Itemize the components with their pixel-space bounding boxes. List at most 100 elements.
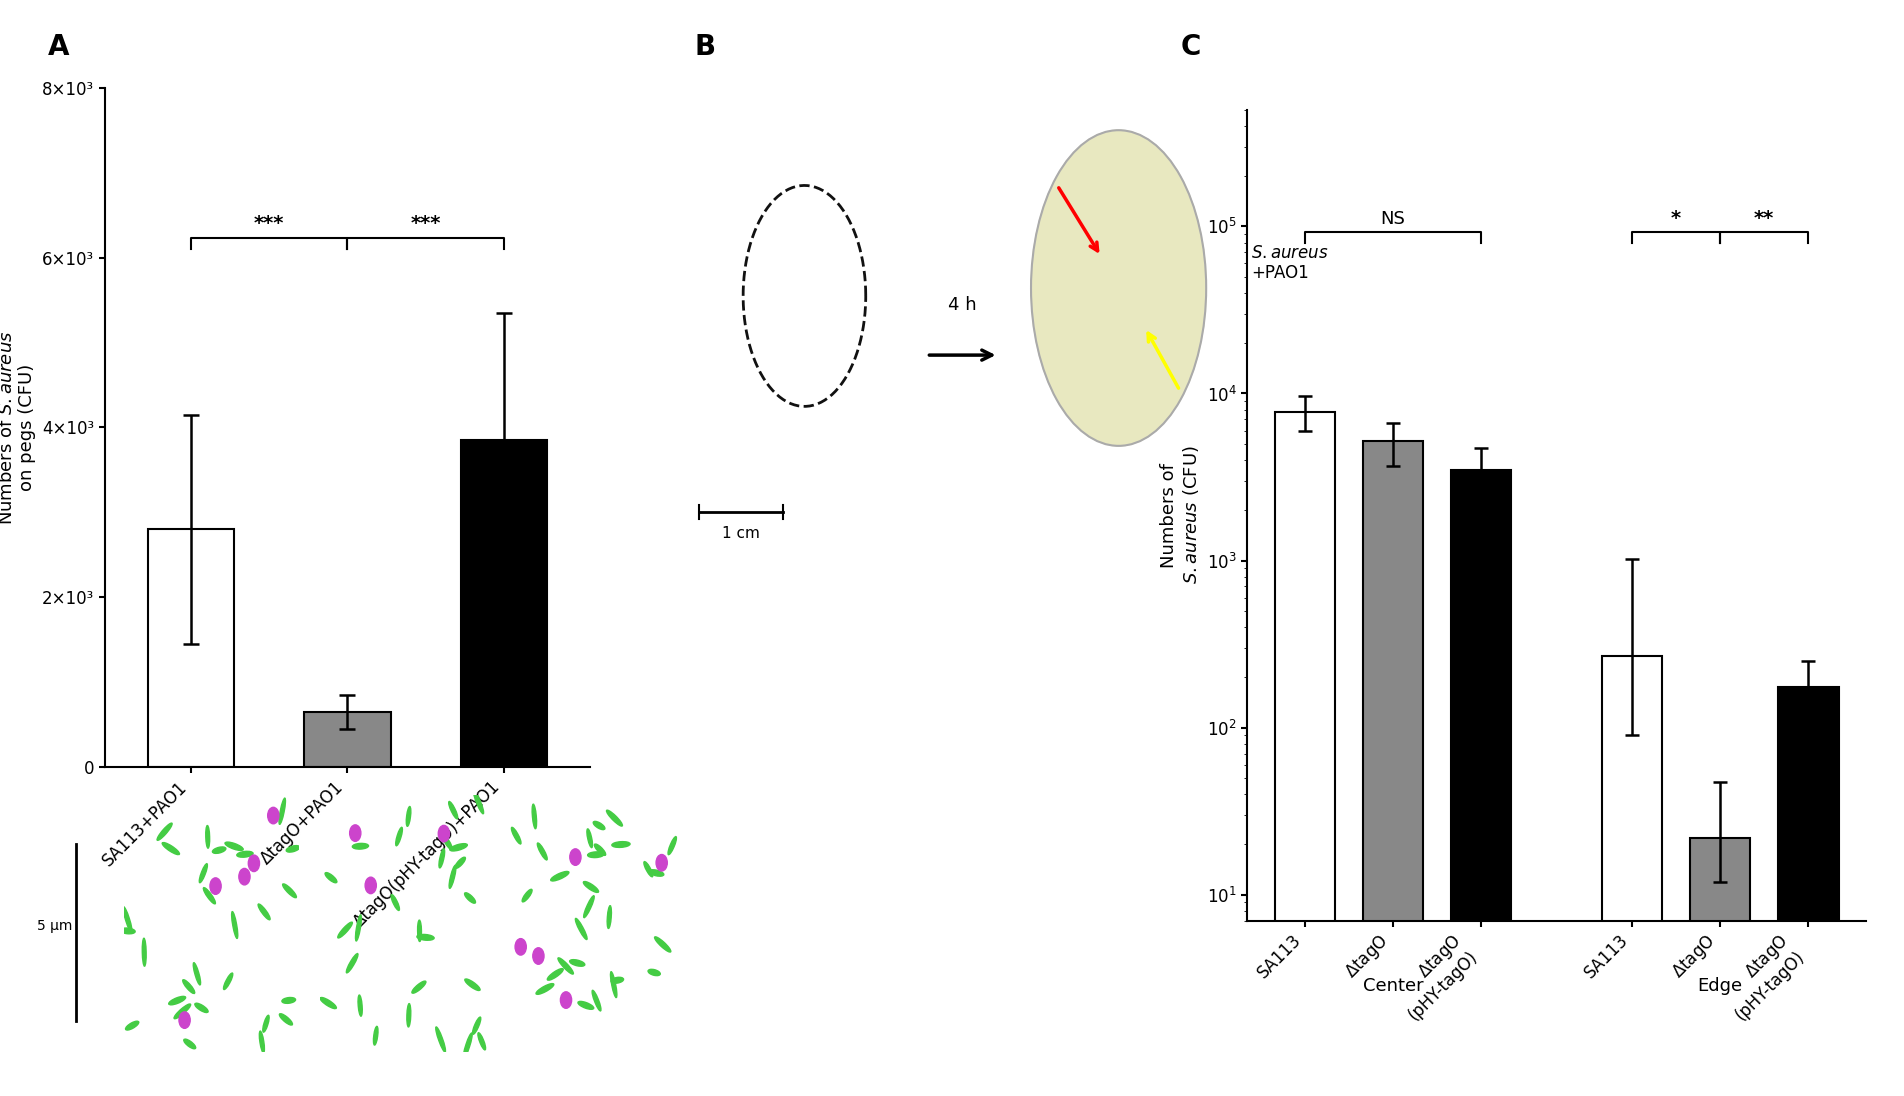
Ellipse shape (373, 1026, 379, 1046)
Circle shape (657, 855, 666, 871)
Ellipse shape (282, 997, 295, 1003)
Text: ***: *** (253, 214, 284, 233)
Bar (1451, 470, 1512, 1096)
Text: **: ** (1754, 209, 1775, 228)
Bar (149, 529, 234, 767)
Ellipse shape (162, 843, 179, 855)
Ellipse shape (478, 1032, 486, 1050)
Ellipse shape (586, 829, 592, 847)
Ellipse shape (126, 1021, 139, 1030)
Ellipse shape (465, 893, 476, 903)
Text: 5 μm: 5 μm (36, 920, 72, 933)
Ellipse shape (396, 827, 402, 846)
Ellipse shape (192, 962, 200, 985)
Circle shape (438, 825, 449, 842)
Ellipse shape (223, 973, 232, 990)
Ellipse shape (406, 807, 411, 826)
Ellipse shape (537, 983, 554, 994)
Bar (1691, 837, 1750, 1096)
Ellipse shape (647, 969, 661, 975)
Text: Center: Center (1363, 978, 1424, 995)
Ellipse shape (522, 889, 531, 902)
Ellipse shape (583, 881, 598, 892)
Ellipse shape (390, 894, 400, 911)
Ellipse shape (194, 1003, 208, 1013)
Ellipse shape (286, 846, 299, 852)
Ellipse shape (120, 928, 135, 934)
Ellipse shape (436, 1027, 446, 1052)
Circle shape (366, 877, 377, 893)
Ellipse shape (449, 844, 466, 850)
Ellipse shape (592, 991, 602, 1011)
Bar (1778, 687, 1839, 1096)
Text: $\it{S. aureus}$
+PAO1: $\it{S. aureus}$ +PAO1 (1251, 243, 1329, 283)
Ellipse shape (644, 861, 653, 877)
Ellipse shape (236, 852, 253, 857)
Ellipse shape (607, 810, 623, 826)
Ellipse shape (558, 958, 573, 974)
Ellipse shape (546, 969, 564, 980)
Ellipse shape (474, 791, 484, 813)
Ellipse shape (611, 978, 625, 983)
Circle shape (238, 868, 249, 884)
Ellipse shape (442, 835, 451, 849)
Ellipse shape (440, 848, 446, 868)
Ellipse shape (668, 836, 676, 855)
Text: 1 cm: 1 cm (722, 526, 760, 541)
Ellipse shape (204, 888, 215, 904)
Ellipse shape (280, 1014, 293, 1025)
Circle shape (569, 848, 581, 866)
Ellipse shape (594, 821, 605, 830)
Ellipse shape (569, 960, 585, 967)
Ellipse shape (611, 842, 630, 847)
Bar (1274, 411, 1335, 1096)
Ellipse shape (537, 843, 546, 860)
Text: *: * (1672, 209, 1681, 228)
Ellipse shape (143, 938, 147, 967)
Ellipse shape (611, 972, 617, 997)
Ellipse shape (585, 895, 594, 917)
Ellipse shape (649, 870, 664, 876)
Ellipse shape (183, 980, 194, 993)
Ellipse shape (352, 844, 369, 849)
Ellipse shape (655, 937, 670, 952)
Ellipse shape (259, 904, 270, 920)
Ellipse shape (282, 883, 297, 898)
Circle shape (248, 855, 259, 871)
Ellipse shape (465, 979, 480, 991)
Text: NS: NS (1380, 210, 1405, 228)
Y-axis label: Numbers of
$\it{S. aureus}$ (CFU): Numbers of $\it{S. aureus}$ (CFU) (1160, 446, 1201, 584)
Ellipse shape (259, 1031, 265, 1053)
Ellipse shape (173, 1004, 190, 1019)
Ellipse shape (356, 915, 362, 941)
Ellipse shape (326, 872, 337, 882)
Ellipse shape (594, 844, 605, 855)
Ellipse shape (449, 801, 457, 819)
Ellipse shape (411, 981, 426, 993)
Ellipse shape (417, 935, 434, 940)
Ellipse shape (185, 1039, 196, 1049)
Ellipse shape (225, 842, 244, 850)
Circle shape (533, 948, 545, 964)
Ellipse shape (280, 798, 286, 824)
Ellipse shape (550, 871, 569, 881)
Circle shape (516, 938, 526, 955)
Ellipse shape (169, 996, 185, 1005)
Ellipse shape (263, 1015, 268, 1032)
Ellipse shape (320, 997, 337, 1008)
Text: A: A (48, 33, 69, 61)
Bar (305, 712, 390, 767)
Ellipse shape (531, 804, 537, 829)
Ellipse shape (463, 1034, 472, 1059)
Text: ***: *** (411, 214, 442, 233)
Ellipse shape (579, 1002, 594, 1009)
Ellipse shape (575, 918, 586, 939)
Ellipse shape (455, 857, 465, 868)
Text: C: C (1180, 33, 1201, 61)
Ellipse shape (156, 823, 171, 841)
Ellipse shape (449, 866, 455, 889)
Ellipse shape (337, 922, 352, 938)
Circle shape (560, 992, 571, 1008)
Ellipse shape (407, 1004, 411, 1027)
Bar (1601, 655, 1662, 1096)
